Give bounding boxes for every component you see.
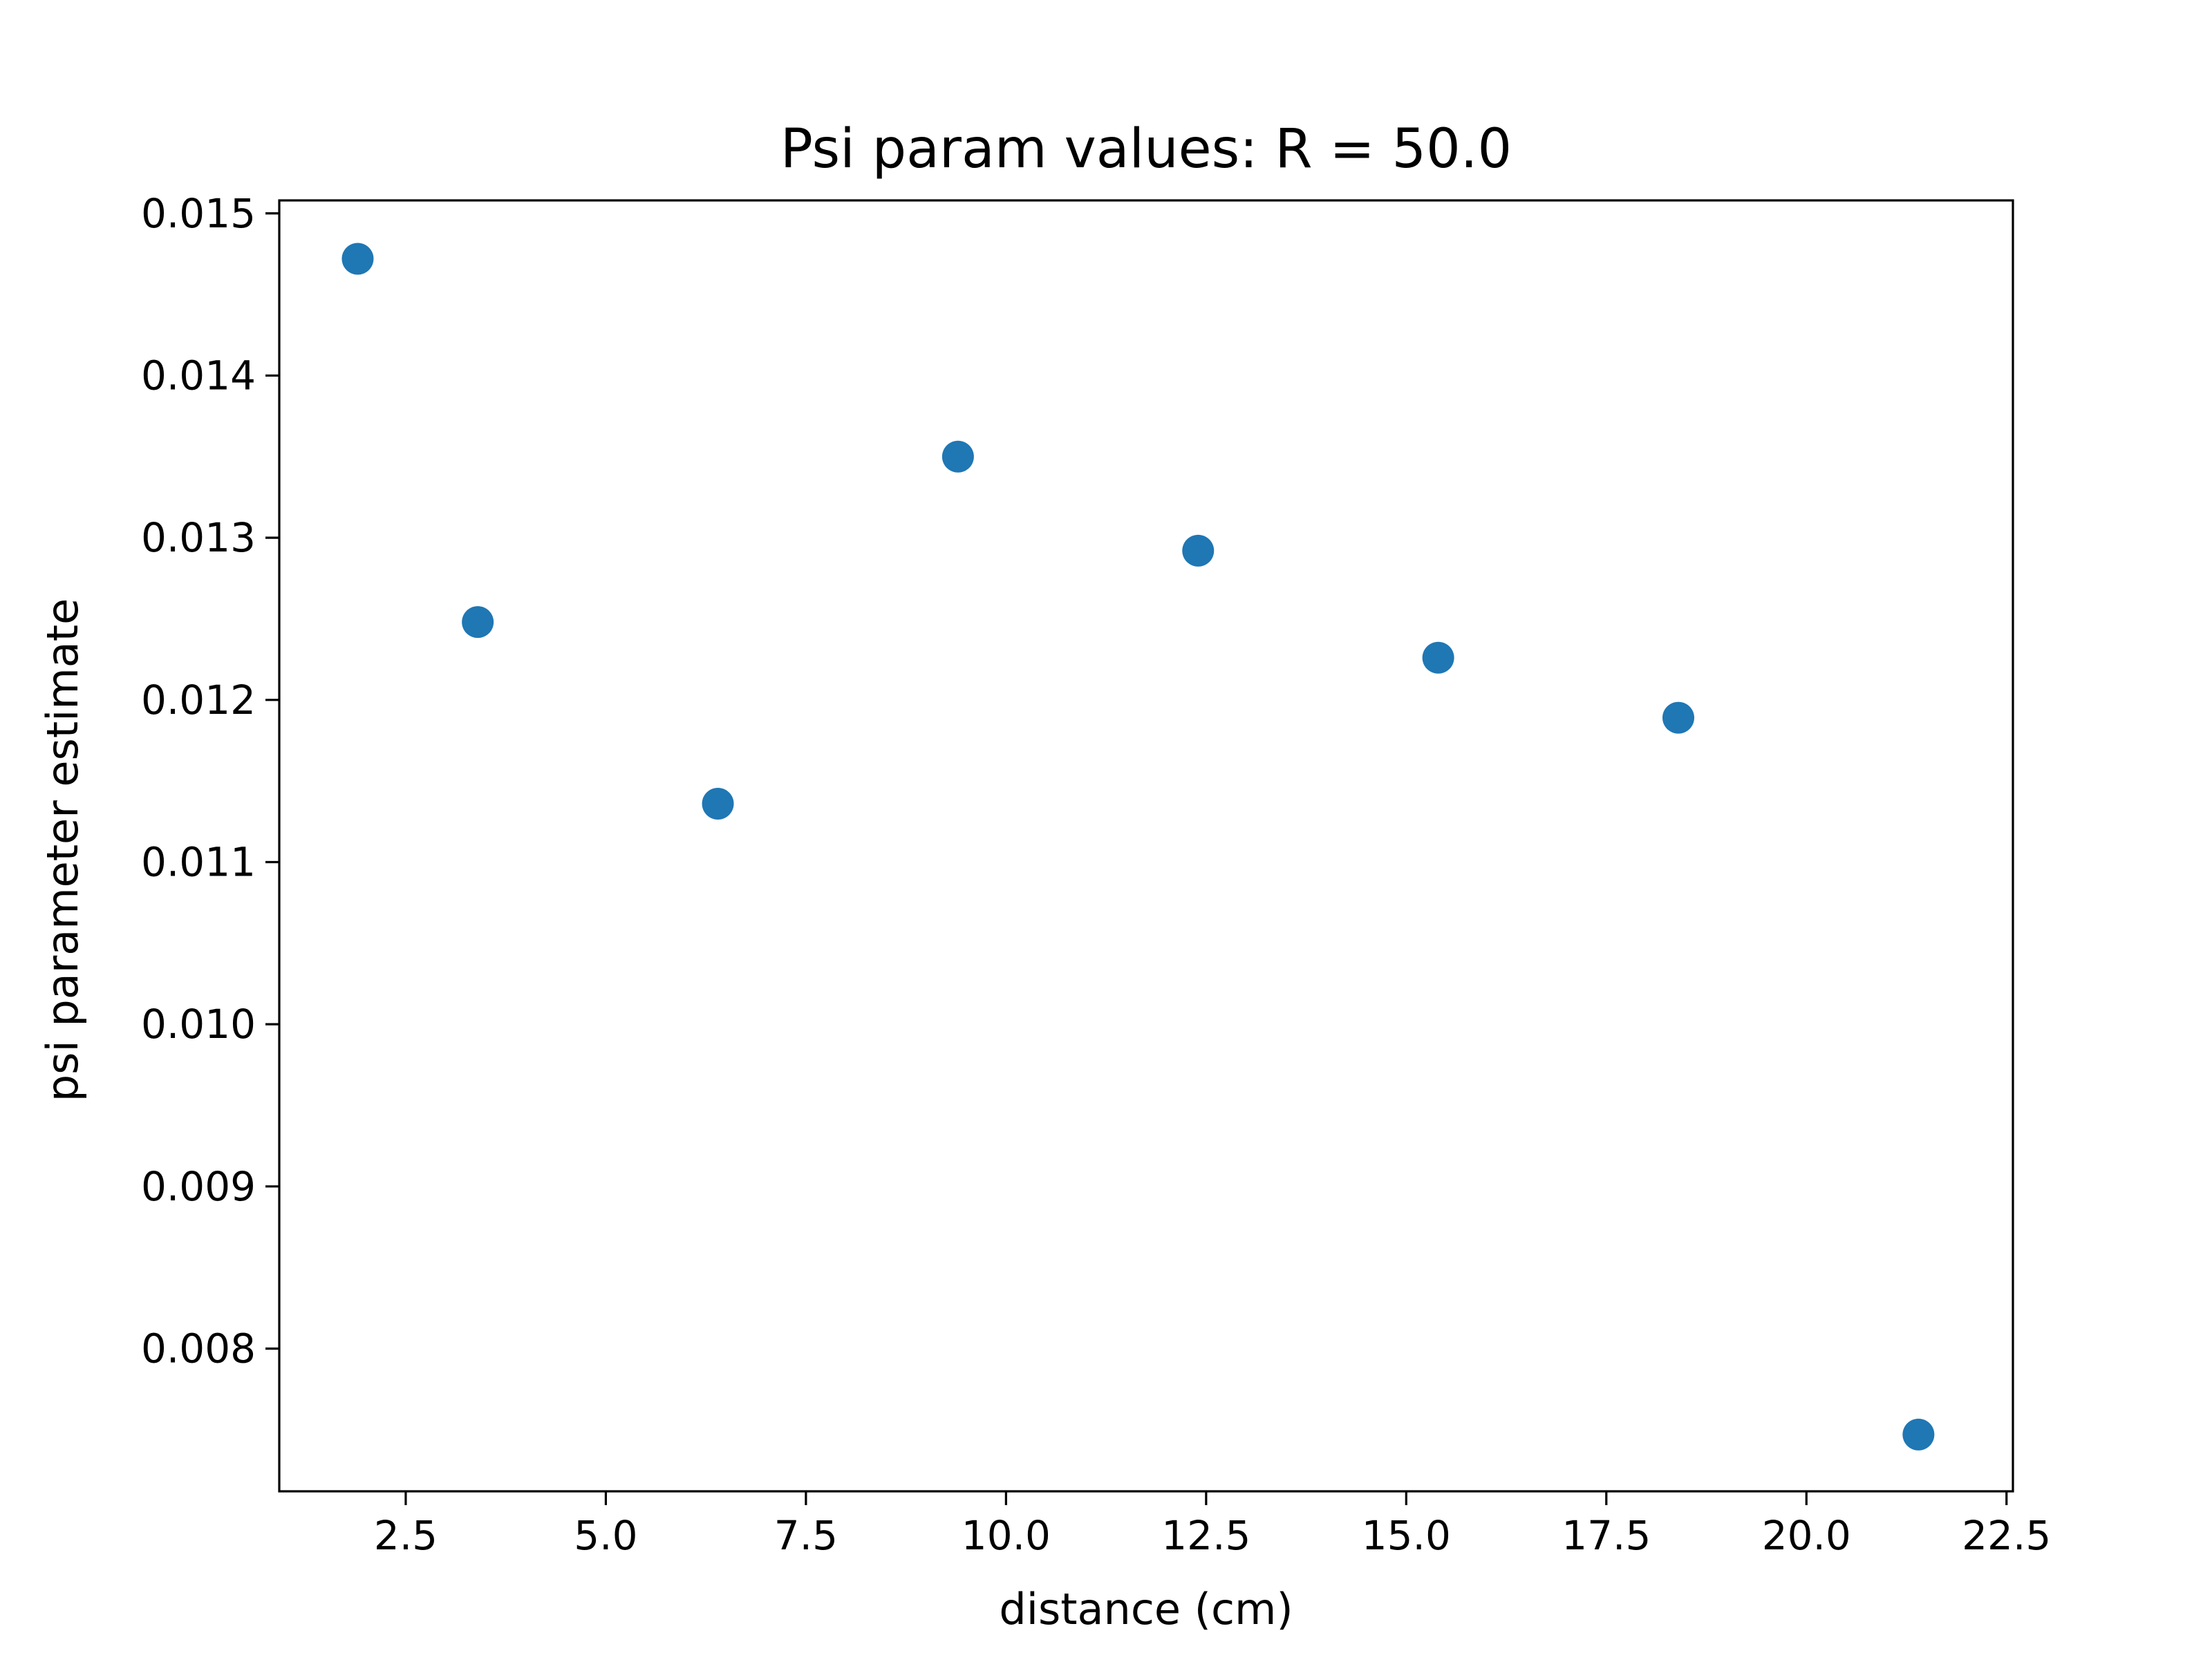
data-point-4 xyxy=(941,440,974,473)
data-point-5 xyxy=(1182,534,1215,567)
y-axis-ticks: 0.008 0.009 0.010 0.011 0.012 0.013 0.014 0.015 xyxy=(141,190,279,1372)
data-point-1 xyxy=(341,243,374,275)
y-tick-label: 0.012 xyxy=(141,677,256,724)
data-points xyxy=(341,243,1935,1451)
x-tick-label: 22.5 xyxy=(1962,1512,2051,1559)
data-point-6 xyxy=(1422,641,1454,674)
y-axis-label: psi parameter estimate xyxy=(37,598,88,1102)
data-point-8 xyxy=(1902,1418,1935,1451)
y-tick-label: 0.009 xyxy=(141,1163,256,1210)
y-tick-label: 0.010 xyxy=(141,1001,256,1048)
x-tick-label: 15.0 xyxy=(1362,1512,1451,1559)
y-tick-label: 0.008 xyxy=(141,1325,256,1372)
x-axis-ticks: 2.5 5.0 7.5 10.0 12.5 15.0 17.5 20.0 22.5 xyxy=(374,1491,2051,1559)
x-tick-label: 10.0 xyxy=(962,1512,1051,1559)
y-tick-label: 0.014 xyxy=(141,352,256,399)
plot-frame xyxy=(278,199,2014,1493)
data-point-7 xyxy=(1662,701,1694,734)
y-tick-label: 0.011 xyxy=(141,838,256,885)
x-tick-label: 2.5 xyxy=(374,1512,438,1559)
y-tick-label: 0.013 xyxy=(141,514,256,561)
x-tick-label: 7.5 xyxy=(774,1512,838,1559)
data-point-3 xyxy=(702,787,734,820)
chart-title: Psi param values: R = 50.0 xyxy=(780,118,1512,180)
x-tick-label: 17.5 xyxy=(1562,1512,1651,1559)
y-tick-label: 0.015 xyxy=(141,190,256,237)
x-tick-label: 12.5 xyxy=(1161,1512,1250,1559)
x-tick-label: 5.0 xyxy=(574,1512,637,1559)
x-tick-label: 20.0 xyxy=(1762,1512,1851,1559)
x-axis-label: distance (cm) xyxy=(999,1584,1293,1634)
data-point-2 xyxy=(462,606,494,639)
